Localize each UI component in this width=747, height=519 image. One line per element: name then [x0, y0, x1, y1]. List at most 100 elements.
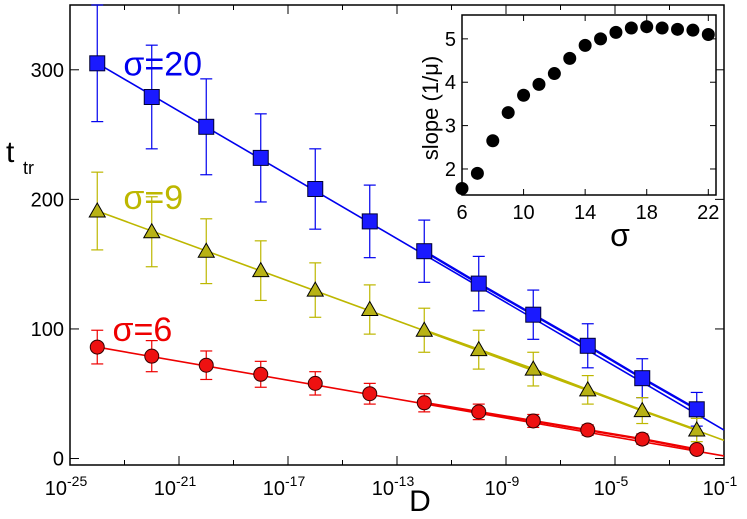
data-point-triangle	[251, 261, 270, 278]
inset-data-point	[655, 21, 669, 35]
inset-data-point	[517, 88, 531, 102]
inset-data-point	[486, 134, 500, 148]
series-label: σ=20	[123, 45, 202, 83]
y-tick-label: 100	[31, 319, 64, 341]
x-tick-label: 10-1	[703, 473, 738, 500]
inset-ylabel: slope (1/μ)	[418, 56, 443, 160]
main-ylabel: t tr	[6, 136, 34, 178]
data-point-square	[470, 275, 487, 292]
inset-data-point	[686, 23, 700, 37]
y-tick-label: 300	[31, 60, 64, 82]
inset-x-tick-label: 10	[512, 202, 534, 224]
main-ylabel-subscript: tr	[23, 158, 34, 178]
series-line	[424, 401, 697, 451]
x-tick-base: 10	[372, 478, 394, 500]
x-tick-exponent: -5	[616, 473, 629, 489]
x-tick-label: 10-17	[263, 473, 306, 500]
x-tick-exponent: -1	[725, 473, 738, 489]
data-point-circle	[144, 348, 160, 364]
inset-data-point	[624, 21, 638, 35]
inset-data-point	[501, 106, 515, 120]
inset-x-tick-label: 14	[574, 202, 596, 224]
inset-data-point	[640, 20, 654, 34]
data-point-square	[634, 370, 651, 387]
series-line	[423, 250, 698, 411]
data-point-triangle	[415, 321, 434, 337]
data-point-triangle	[469, 340, 488, 357]
inset-xlabel: σ	[610, 217, 630, 253]
series-fit-line	[97, 346, 725, 457]
data-point-circle	[198, 357, 214, 373]
inset-x-tick-label: 18	[636, 202, 658, 224]
data-point-triangle	[306, 281, 325, 297]
inset-data-point	[578, 38, 592, 52]
x-tick-base: 10	[703, 478, 725, 500]
series-2: σ=6	[89, 311, 725, 457]
data-point-square	[89, 55, 106, 72]
x-tick-exponent: -9	[507, 473, 520, 489]
data-point-square	[361, 213, 378, 230]
data-point-square	[579, 337, 596, 354]
data-point-circle	[89, 339, 105, 355]
x-tick-exponent: -13	[394, 473, 414, 489]
inset-y-tick-label: 4	[445, 72, 456, 94]
x-tick-exponent: -21	[176, 473, 196, 489]
data-point-circle	[525, 413, 541, 429]
data-point-circle	[307, 375, 323, 391]
inset-y-tick-label: 2	[445, 159, 456, 181]
data-point-square	[525, 306, 542, 323]
inset-data-point	[594, 32, 608, 46]
inset-data-point	[547, 67, 561, 81]
x-tick-exponent: -17	[285, 473, 305, 489]
inset-plot-frame	[461, 14, 717, 196]
data-point-triangle	[578, 380, 597, 397]
main-xlabel: D	[409, 485, 431, 518]
y-tick-label: 0	[53, 449, 64, 471]
x-tick-base: 10	[485, 478, 507, 500]
inset-y-tick-label: 3	[445, 116, 456, 138]
main-series-group: σ=20 σ=9 σ=6	[88, 4, 725, 457]
x-tick-label: 10-9	[485, 473, 520, 500]
data-point-triangle	[633, 401, 652, 418]
data-point-square	[143, 89, 160, 105]
data-point-triangle	[687, 421, 706, 437]
data-point-triangle	[88, 202, 107, 218]
data-point-square	[688, 401, 705, 418]
data-point-triangle	[360, 300, 379, 317]
inset-points-group	[455, 20, 715, 195]
data-point-square	[198, 118, 215, 135]
x-tick-exponent: -25	[67, 473, 87, 489]
inset-data-point	[609, 25, 623, 39]
data-point-square	[307, 181, 324, 197]
data-point-triangle	[197, 242, 216, 258]
data-point-circle	[634, 431, 650, 447]
x-tick-base: 10	[594, 478, 616, 500]
x-tick-base: 10	[45, 478, 67, 500]
x-tick-label: 10-13	[372, 473, 415, 500]
inset-data-point	[701, 28, 715, 42]
main-ylabel-main: t	[6, 136, 15, 169]
x-tick-base: 10	[154, 478, 176, 500]
series-line	[423, 329, 698, 432]
inset-data-point	[470, 166, 484, 180]
data-point-circle	[580, 422, 596, 438]
inset-data-point	[532, 77, 546, 91]
data-point-circle	[471, 404, 487, 420]
inset-data-point	[455, 181, 469, 195]
data-point-triangle	[524, 360, 543, 376]
series-label: σ=6	[113, 311, 173, 349]
x-tick-base: 10	[263, 478, 285, 500]
x-tick-label: 10-21	[154, 473, 197, 500]
series-1: σ=9	[88, 171, 725, 443]
data-point-square	[252, 149, 269, 166]
data-point-square	[416, 243, 433, 260]
x-tick-label: 10-5	[594, 473, 629, 500]
y-tick-label: 200	[31, 189, 64, 211]
main-axis-ticks: 10-25 10-21 10-17 10-13 10-9 10-5 10-101002003…	[31, 5, 738, 500]
data-point-circle	[362, 386, 378, 402]
inset-x-tick-label: 22	[697, 202, 719, 224]
series-label: σ=9	[123, 179, 183, 217]
inset-data-point	[671, 22, 685, 36]
